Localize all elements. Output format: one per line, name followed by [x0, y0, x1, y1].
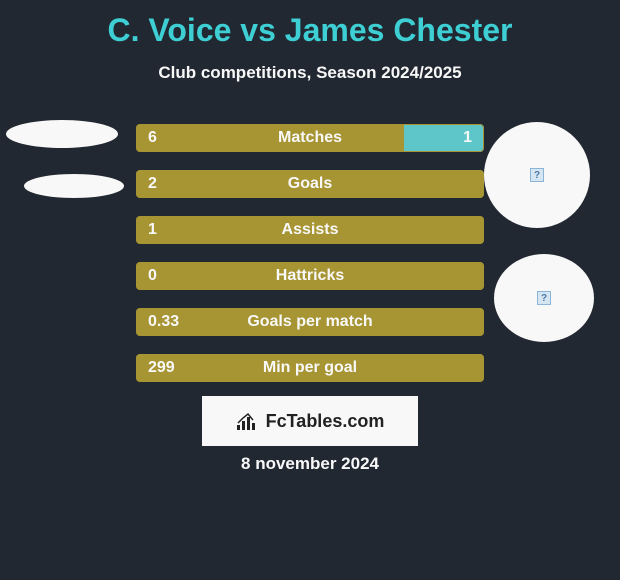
comparison-date: 8 november 2024	[241, 454, 379, 474]
bars-icon	[236, 411, 260, 431]
stat-row: 0.33 Goals per match	[136, 308, 484, 336]
stat-left-value: 6	[148, 129, 157, 147]
stat-label: Goals per match	[247, 313, 372, 331]
stat-right-value: 1	[463, 129, 472, 147]
stats-bars: 6 Matches 1 2 Goals 1 Assists 0 Hattrick…	[136, 124, 484, 400]
stat-row: 0 Hattricks	[136, 262, 484, 290]
stat-label: Goals	[288, 175, 332, 193]
stat-label: Hattricks	[276, 267, 344, 285]
player2-club-circle: ?	[494, 254, 594, 342]
stat-row: 6 Matches 1	[136, 124, 484, 152]
stat-left-value: 2	[148, 175, 157, 193]
stat-left-value: 299	[148, 359, 175, 377]
right-player-avatars: ? ?	[484, 122, 594, 342]
comparison-title: C. Voice vs James Chester	[0, 0, 620, 49]
image-placeholder-icon: ?	[537, 291, 551, 305]
stat-label: Min per goal	[263, 359, 357, 377]
stat-left-value: 1	[148, 221, 157, 239]
watermark-text: FcTables.com	[266, 411, 385, 432]
stat-left-value: 0	[148, 267, 157, 285]
stat-row: 299 Min per goal	[136, 354, 484, 382]
image-placeholder-icon: ?	[530, 168, 544, 182]
stat-fill-left	[136, 124, 404, 152]
left-player-avatars	[6, 120, 124, 198]
stat-row: 2 Goals	[136, 170, 484, 198]
stat-label: Assists	[282, 221, 339, 239]
player1-avatar-ellipse	[6, 120, 118, 148]
comparison-subtitle: Club competitions, Season 2024/2025	[0, 63, 620, 83]
stat-row: 1 Assists	[136, 216, 484, 244]
stat-label: Matches	[278, 129, 342, 147]
watermark-badge: FcTables.com	[202, 396, 418, 446]
player1-club-ellipse	[24, 174, 124, 198]
player2-avatar-circle: ?	[484, 122, 590, 228]
stat-left-value: 0.33	[148, 313, 179, 331]
